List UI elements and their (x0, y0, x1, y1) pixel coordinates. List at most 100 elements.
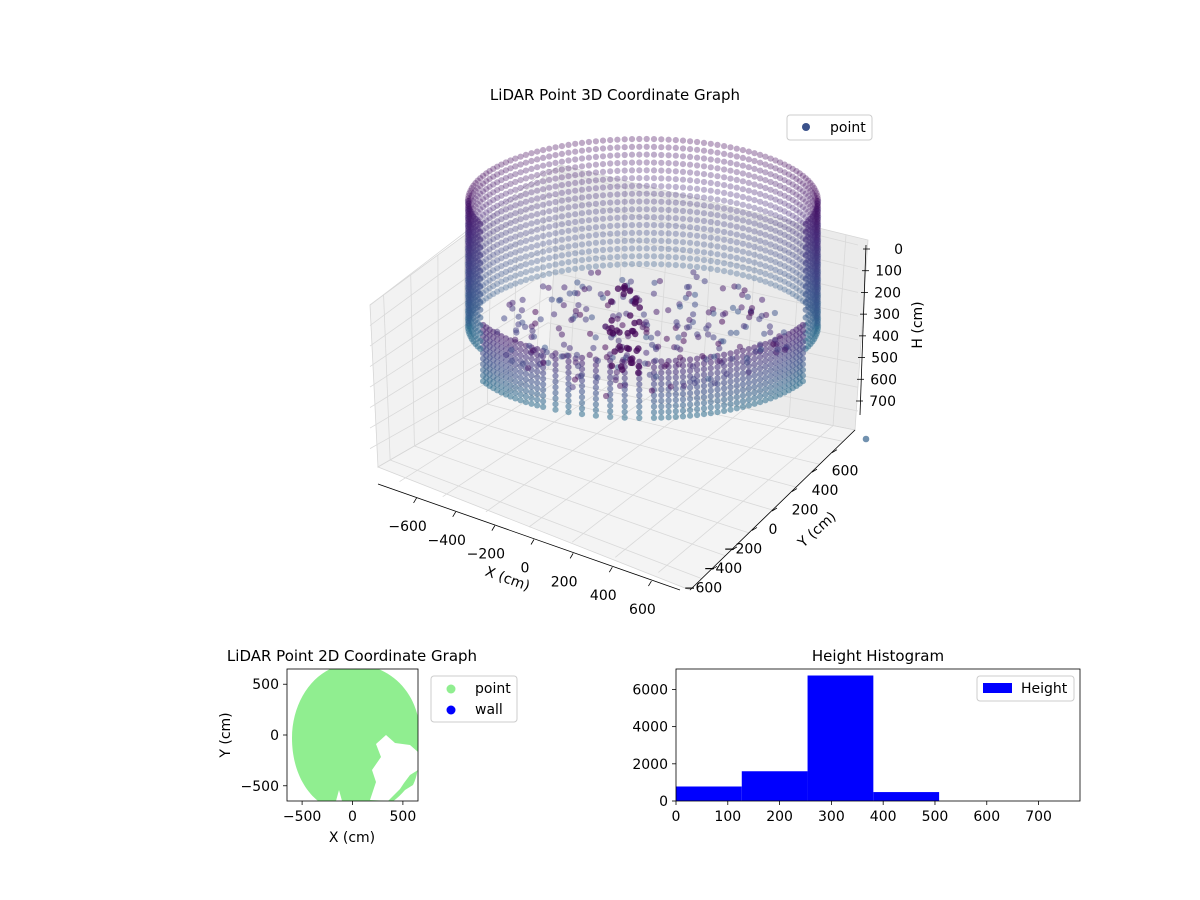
point-3d-2026 (809, 291, 816, 299)
point-3d-1752 (745, 273, 752, 280)
point-3d-1223 (528, 157, 535, 165)
x-tick-mark-3d-5 (608, 567, 613, 573)
point-3d-2385 (676, 303, 684, 310)
point-3d-1878 (781, 231, 788, 238)
point-3d-1442 (614, 160, 621, 167)
y-tick-label-3d-3: 0 (769, 522, 778, 538)
point-3d-1892 (785, 257, 792, 264)
point-3d-1060 (486, 254, 493, 261)
point-3d-1016 (477, 206, 484, 213)
point-3d-1821 (767, 272, 774, 279)
point-3d-1733 (733, 153, 740, 160)
point-3d-1118 (498, 192, 505, 199)
point-3d-1331 (572, 234, 579, 241)
x-tick-label-hist-3: 300 (818, 809, 845, 825)
point-3d-1724 (733, 223, 740, 230)
point-3d-530 (565, 364, 572, 371)
point-3d-1654 (707, 234, 714, 241)
grid-line-y-floor-1 (414, 445, 726, 557)
point-3d-1027 (480, 250, 487, 257)
point-3d-2200 (537, 352, 545, 359)
point-3d-985 (472, 187, 479, 194)
point-3d-1684 (721, 268, 728, 275)
point-3d-1630 (694, 154, 701, 161)
point-3d-2216 (745, 369, 752, 376)
point-3d-1122 (498, 161, 505, 168)
point-3d-264 (767, 361, 774, 368)
point-3d-1003 (474, 177, 481, 184)
legend-2d-marker-wall (446, 705, 456, 715)
point-3d-1776 (751, 220, 758, 227)
point-3d-2062 (812, 281, 819, 288)
point-3d-1604 (687, 224, 694, 231)
point-3d-1467 (628, 229, 636, 236)
point-3d-687 (480, 378, 487, 385)
point-3d-2162 (729, 304, 737, 311)
point-3d-935 (467, 187, 474, 194)
point-3d-356 (721, 351, 728, 358)
point-3d-876 (465, 257, 472, 264)
point-3d-2155 (588, 314, 596, 321)
point-3d-592 (517, 374, 524, 381)
point-3d-1193 (522, 261, 530, 268)
point-3d-925 (467, 265, 474, 272)
point-3d-2049 (811, 247, 818, 254)
point-3d-434 (665, 414, 672, 421)
point-3d-282 (757, 387, 764, 394)
point-3d-1963 (799, 243, 807, 250)
point-3d-1931 (793, 222, 800, 229)
point-3d-381 (700, 399, 708, 406)
point-3d-1084 (490, 197, 497, 204)
point-3d-446 (658, 408, 665, 416)
point-3d-571 (528, 372, 535, 379)
point-3d-1074 (490, 275, 497, 282)
point-3d-560 (534, 374, 541, 381)
point-3d-1808 (762, 239, 769, 246)
point-3d-1213 (528, 236, 535, 243)
point-3d-914 (466, 221, 473, 228)
point-3d-1569 (672, 230, 679, 237)
point-3d-1745 (739, 193, 747, 201)
point-3d-1960 (799, 266, 807, 273)
point-3d-1556 (665, 199, 672, 206)
point-3d-1572 (672, 207, 679, 214)
point-3d-1765 (745, 172, 752, 179)
ticks-3d: −600−400−2000200400600−600−400−200020040… (388, 242, 903, 618)
point-3d-545 (540, 398, 547, 405)
point-3d-1928 (793, 246, 800, 253)
x-tick-mark-3d-4 (569, 553, 574, 559)
point-3d-1740 (739, 232, 747, 240)
grid-line-y-floor-2 (438, 431, 750, 534)
point-3d-1386 (592, 200, 600, 207)
point-3d-332 (733, 360, 740, 367)
point-3d-978 (472, 242, 479, 249)
z-axis-label-3d: H (cm) (910, 301, 926, 348)
point-3d-1594 (679, 168, 687, 175)
point-3d-1020 (477, 175, 484, 182)
point-3d-1721 (733, 247, 740, 254)
point-3d-1382 (592, 231, 600, 239)
point-3d-1011 (477, 245, 484, 252)
y-tick-mark-3d-0 (711, 565, 718, 570)
point-3d-1699 (721, 150, 728, 157)
point-3d-400 (694, 355, 701, 362)
point-3d-1904 (785, 163, 792, 170)
point-3d-2421 (632, 295, 639, 303)
point-3d-2349 (615, 337, 622, 344)
point-3d-1566 (672, 254, 679, 261)
point-3d-2173 (767, 329, 774, 336)
point-3d-313 (739, 403, 747, 410)
point-3d-1040 (483, 279, 490, 286)
point-3d-1227 (534, 257, 541, 265)
point-3d-2058 (812, 312, 819, 319)
point-3d-1521 (650, 206, 658, 213)
point-3d-585 (522, 354, 530, 361)
point-3d-2015 (807, 242, 814, 249)
point-3d-1234 (534, 203, 541, 210)
point-3d-2344 (540, 359, 547, 366)
point-3d-1908 (789, 267, 796, 274)
point-3d-1262 (546, 247, 553, 254)
point-3d-347 (721, 402, 728, 409)
point-3d-1433 (614, 230, 621, 237)
point-3d-286 (757, 365, 764, 372)
